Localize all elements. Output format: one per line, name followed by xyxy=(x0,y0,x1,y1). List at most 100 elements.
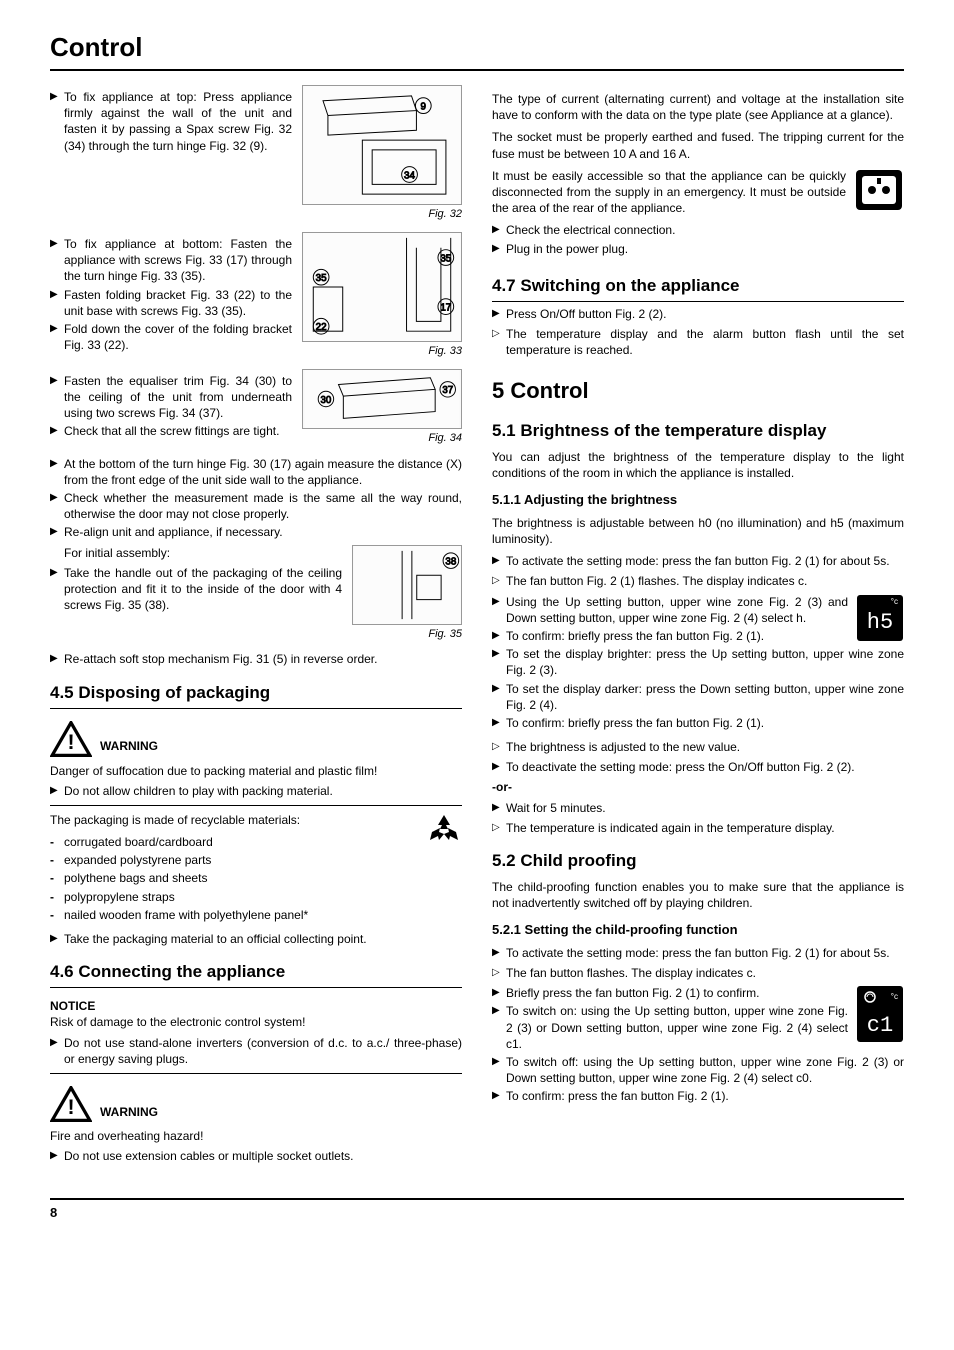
steps-block3: Fasten the equaliser trim Fig. 34 (30) t… xyxy=(50,373,292,440)
step-item: Take the packaging material to an offici… xyxy=(50,931,462,947)
svg-text:35: 35 xyxy=(440,253,451,264)
figure-32: 9 34 Fig. 32 xyxy=(302,85,462,222)
sec51-res1: The fan button Fig. 2 (1) flashes. The d… xyxy=(492,573,904,589)
step-item: To activate the setting mode: press the … xyxy=(492,945,904,961)
or-label: -or- xyxy=(492,779,904,795)
warning-4-6: ! WARNING xyxy=(50,1086,462,1122)
plug-icon xyxy=(854,168,904,212)
sec51-range: The brightness is adjustable between h0 … xyxy=(492,515,904,547)
warning-icon: ! xyxy=(50,1086,92,1122)
heading-5-1-1: 5.1.1 Adjusting the brightness xyxy=(492,491,904,509)
list-item: nailed wooden frame with polyethylene pa… xyxy=(50,907,462,923)
heading-4-5: 4.5 Disposing of packaging xyxy=(50,682,462,709)
heading-5-2-1: 5.2.1 Setting the child-proofing functio… xyxy=(492,921,904,939)
svg-text:!: ! xyxy=(67,1095,74,1119)
step-item: To confirm: briefly press the fan button… xyxy=(492,628,904,644)
right-column: The type of current (alternating current… xyxy=(492,85,904,1168)
result-item: The fan button Fig. 2 (1) flashes. The d… xyxy=(492,573,904,589)
warning-text: Fire and overheating hazard! xyxy=(50,1128,462,1144)
step-item: To confirm: briefly press the fan button… xyxy=(492,715,904,731)
heading-4-6: 4.6 Connecting the appliance xyxy=(50,961,462,988)
sec51-steps2: Using the Up setting button, upper wine … xyxy=(492,594,904,732)
left-column: To fix appliance at top: Press appliance… xyxy=(50,85,462,1168)
sec52-intro: The child-proofing function enables you … xyxy=(492,879,904,911)
heading-5: 5 Control xyxy=(492,376,904,406)
steps-reattach: Re-attach soft stop mechanism Fig. 31 (5… xyxy=(50,651,462,667)
step-item: Briefly press the fan button Fig. 2 (1) … xyxy=(492,985,904,1001)
step-item: To fix appliance at top: Press appliance… xyxy=(50,89,292,154)
figure-33: 35 22 35 17 Fig. 33 xyxy=(302,232,462,359)
warning-text: Danger of suffocation due to packing mat… xyxy=(50,763,462,779)
step-item: Do not use extension cables or multiple … xyxy=(50,1148,462,1164)
step-item: Using the Up setting button, upper wine … xyxy=(492,594,904,626)
steps-block4a: At the bottom of the turn hinge Fig. 30 … xyxy=(50,456,462,541)
fig-caption: Fig. 35 xyxy=(428,627,462,642)
list-item: corrugated board/cardboard xyxy=(50,834,462,850)
sec52-res1: The fan button flashes. The display indi… xyxy=(492,965,904,981)
step-item: Plug in the power plug. xyxy=(492,241,904,257)
packaging-out: Take the packaging material to an offici… xyxy=(50,931,462,947)
svg-text:17: 17 xyxy=(440,303,451,314)
sec51-intro: You can adjust the brightness of the tem… xyxy=(492,449,904,481)
warning-icon: ! xyxy=(50,721,92,757)
svg-text:30: 30 xyxy=(321,395,332,406)
warning-steps: Do not allow children to play with packi… xyxy=(50,783,462,799)
step-item: Do not use stand-alone inverters (conver… xyxy=(50,1035,462,1067)
list-item: expanded polystyrene parts xyxy=(50,852,462,868)
result-item: The fan button flashes. The display indi… xyxy=(492,965,904,981)
heading-5-2: 5.2 Child proofing xyxy=(492,850,904,873)
result-item: The temperature is indicated again in th… xyxy=(492,820,904,836)
svg-text:34: 34 xyxy=(404,171,415,182)
notice-text: Risk of damage to the electronic control… xyxy=(50,1014,462,1030)
intro-steps: Check the electrical connection. Plug in… xyxy=(492,222,904,256)
step-item: To deactivate the setting mode: press th… xyxy=(492,759,904,775)
sec47-steps: Press On/Off button Fig. 2 (2). xyxy=(492,306,904,322)
svg-text:22: 22 xyxy=(316,322,327,333)
steps-block4b: Take the handle out of the packaging of … xyxy=(50,565,342,614)
heading-4-7: 4.7 Switching on the appliance xyxy=(492,275,904,302)
step-item: Wait for 5 minutes. xyxy=(492,800,904,816)
warning-steps: Do not use extension cables or multiple … xyxy=(50,1148,462,1164)
sec51-res3: The temperature is indicated again in th… xyxy=(492,820,904,836)
step-item: Take the handle out of the packaging of … xyxy=(50,565,342,614)
result-item: The temperature display and the alarm bu… xyxy=(492,326,904,358)
svg-text:!: ! xyxy=(67,729,74,753)
step-item: To activate the setting mode: press the … xyxy=(492,553,904,569)
block-fig34: Fasten the equaliser trim Fig. 34 (30) t… xyxy=(50,369,462,446)
content-columns: To fix appliance at top: Press appliance… xyxy=(50,85,904,1168)
notice-label: NOTICE xyxy=(50,998,462,1014)
page-title: Control xyxy=(50,30,904,71)
step-item: At the bottom of the turn hinge Fig. 30 … xyxy=(50,456,462,488)
step-item: To switch off: using the Up setting butt… xyxy=(492,1054,904,1086)
page-number: 8 xyxy=(50,1198,904,1222)
fig-caption: Fig. 32 xyxy=(428,207,462,222)
svg-text:38: 38 xyxy=(445,556,456,567)
step-item: Check that all the screw fittings are ti… xyxy=(50,423,292,439)
block-fig32: To fix appliance at top: Press appliance… xyxy=(50,85,462,222)
step-item: Re-align unit and appliance, if necessar… xyxy=(50,524,462,540)
sec51-steps1: To activate the setting mode: press the … xyxy=(492,553,904,569)
step-item: Fasten the equaliser trim Fig. 34 (30) t… xyxy=(50,373,292,422)
sec51-steps3: To deactivate the setting mode: press th… xyxy=(492,759,904,775)
step-item: To switch on: using the Up setting butto… xyxy=(492,1003,904,1052)
packaging-intro: The packaging is made of recyclable mate… xyxy=(50,812,462,828)
materials-list: corrugated board/cardboard expanded poly… xyxy=(50,834,462,923)
step-item: Check the electrical connection. xyxy=(492,222,904,238)
warning-4-5: ! WARNING xyxy=(50,721,462,757)
result-item: The brightness is adjusted to the new va… xyxy=(492,739,904,755)
svg-text:35: 35 xyxy=(316,273,327,284)
step-item: To set the display brighter: press the U… xyxy=(492,646,904,678)
intro-para: The type of current (alternating current… xyxy=(492,91,904,123)
notice-steps: Do not use stand-alone inverters (conver… xyxy=(50,1035,462,1067)
svg-text:9: 9 xyxy=(421,102,426,113)
plain-text: For initial assembly: xyxy=(50,545,342,561)
list-item: polypropylene straps xyxy=(50,889,462,905)
heading-5-1: 5.1 Brightness of the temperature displa… xyxy=(492,420,904,443)
fig-caption: Fig. 33 xyxy=(428,344,462,359)
list-item: polythene bags and sheets xyxy=(50,870,462,886)
step-item: To set the display darker: press the Dow… xyxy=(492,681,904,713)
steps-block2: To fix appliance at bottom: Fasten the a… xyxy=(50,236,292,353)
step-item: Do not allow children to play with packi… xyxy=(50,783,462,799)
intro-para: The socket must be properly earthed and … xyxy=(492,129,904,161)
svg-text:37: 37 xyxy=(442,385,453,396)
